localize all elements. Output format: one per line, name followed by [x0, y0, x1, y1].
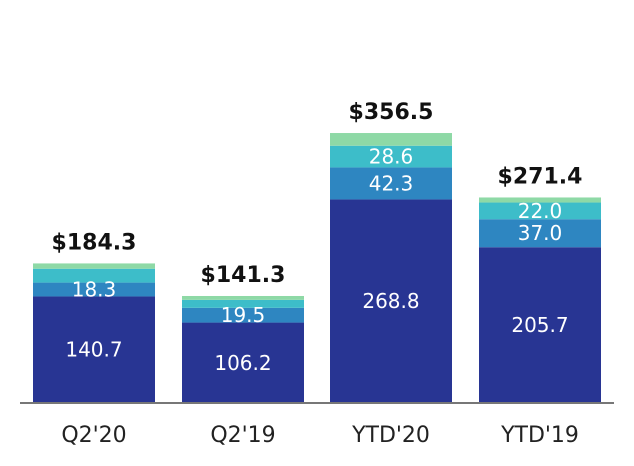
- bar-3-segment-4: [330, 133, 452, 146]
- bar-2-segment-1-label: 106.2: [214, 351, 271, 375]
- bar-2-total-label: $141.3: [201, 263, 286, 288]
- bar-4-segment-2: [479, 219, 601, 248]
- bar-4-total-label: $271.4: [498, 164, 583, 189]
- bar-1-total-label: $184.3: [52, 230, 137, 255]
- bar-2-segment-4: [182, 295, 304, 300]
- bar-3-segment-2-label: 42.3: [369, 171, 414, 195]
- bar-1-segment-2: [33, 282, 155, 297]
- bar-3-segment-3: [330, 145, 452, 168]
- bar-3-total-label: $356.5: [349, 100, 434, 125]
- bar-1-segment-1-label: 140.7: [65, 338, 122, 362]
- bar-2-segment-1: [182, 322, 304, 403]
- category-label-3: YTD'20: [351, 423, 430, 448]
- bar-1-segment-1: [33, 296, 155, 403]
- bar-4-segment-4: [479, 197, 601, 203]
- bar-4-segment-1: [479, 247, 601, 403]
- bar-4-segment-2-label: 37.0: [518, 221, 563, 245]
- bar-1-segment-3: [33, 268, 155, 283]
- bar-3-segment-1-label: 268.8: [362, 289, 419, 313]
- category-label-1: Q2'20: [61, 423, 126, 448]
- bar-4-segment-3-label: 22.0: [518, 199, 563, 223]
- bar-2-segment-3: [182, 299, 304, 308]
- category-label-2: Q2'19: [210, 423, 275, 448]
- bar-4-segment-1-label: 205.7: [511, 313, 568, 337]
- bar-3-segment-3-label: 28.6: [369, 145, 414, 169]
- bars-group: [33, 133, 601, 403]
- bar-4-segment-3: [479, 202, 601, 220]
- category-label-4: YTD'19: [500, 423, 579, 448]
- bar-2-segment-2: [182, 307, 304, 323]
- bar-1-segment-4: [33, 263, 155, 269]
- bar-2-segment-2-label: 19.5: [221, 303, 266, 327]
- bar-3-segment-2: [330, 167, 452, 200]
- labels-group: 140.7 18.3 $184.3 Q2'20 106.2 19.5 $141.3 Q2'19…: [52, 100, 583, 448]
- bar-1-segment-2-label: 18.3: [72, 278, 117, 302]
- bar-3-segment-1: [330, 199, 452, 403]
